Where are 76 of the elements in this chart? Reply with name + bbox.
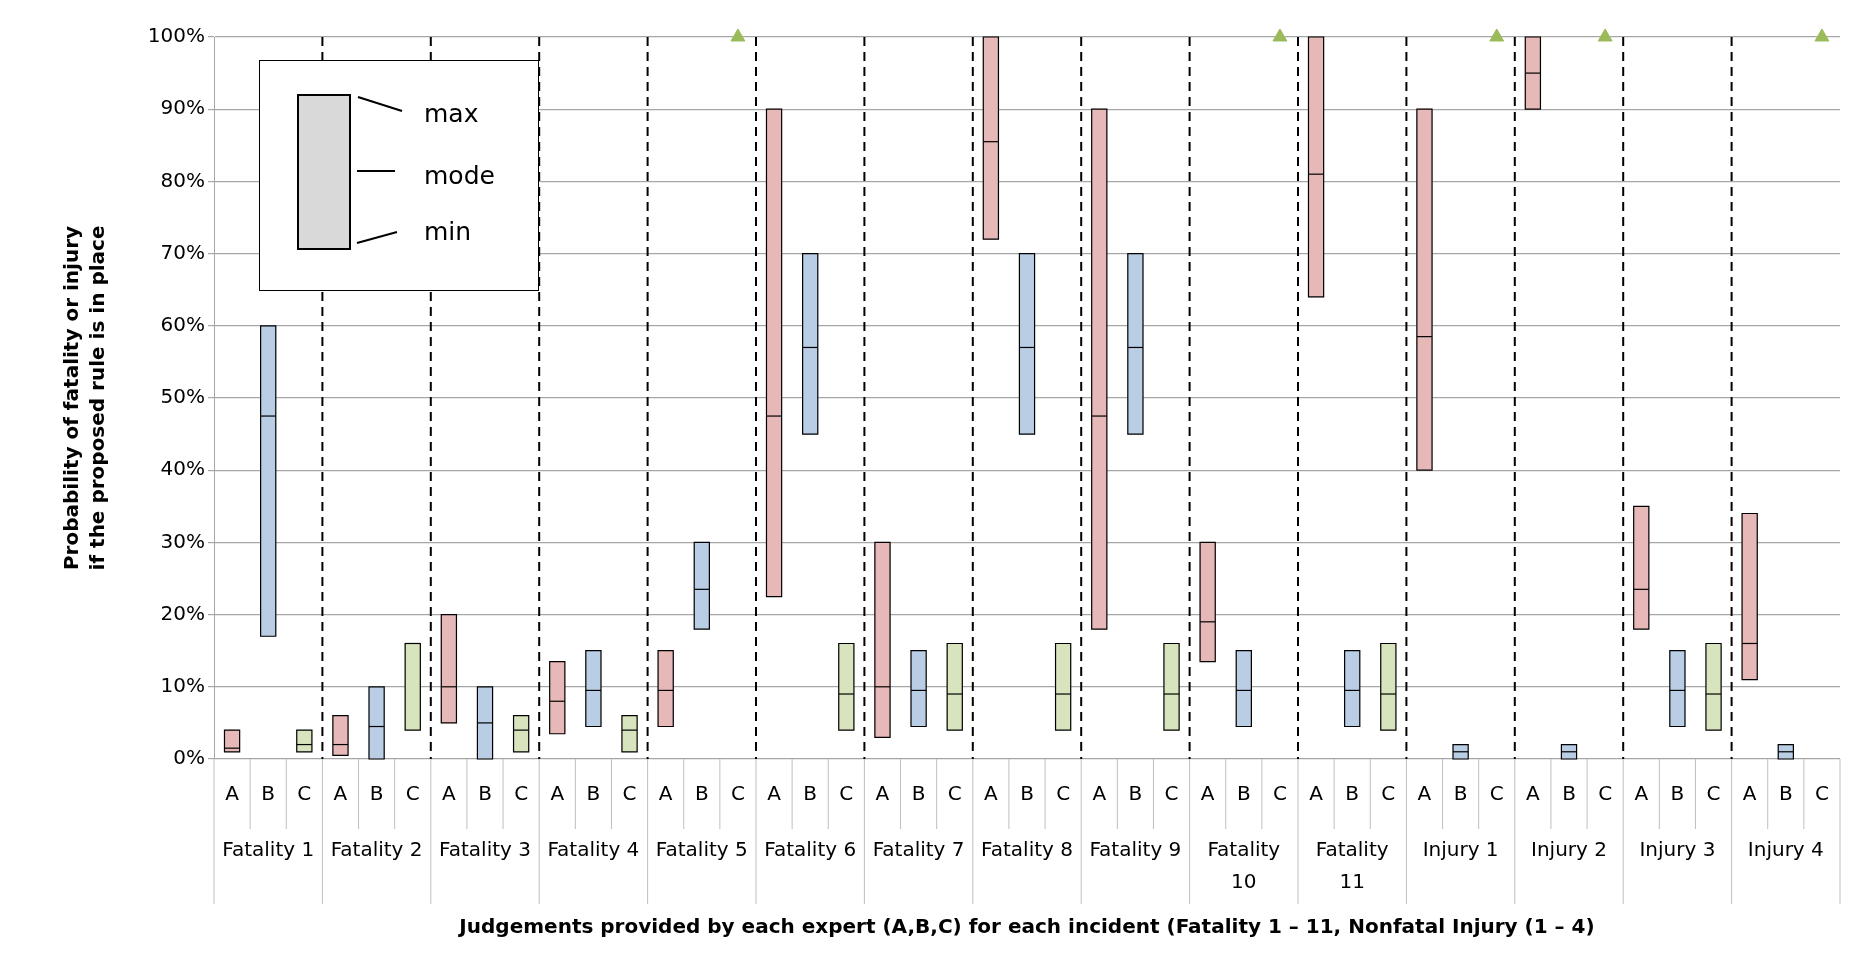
text: C bbox=[405, 781, 420, 806]
text: A bbox=[1200, 781, 1215, 806]
x-tick-label: Fatality 5 bbox=[655, 837, 748, 862]
text: A bbox=[767, 781, 781, 806]
text: C bbox=[1056, 781, 1071, 806]
annotation: max bbox=[424, 99, 479, 128]
text: B bbox=[586, 781, 601, 806]
text: B bbox=[1128, 781, 1143, 806]
text: C bbox=[947, 781, 962, 806]
text: A bbox=[1526, 781, 1540, 806]
y-tick-label: 40% bbox=[160, 456, 205, 481]
y-tick-label: 10% bbox=[160, 673, 205, 697]
y-axis-title: Probability of fatality or injury if the proposed rule is in place bbox=[59, 225, 110, 571]
text: C bbox=[1164, 781, 1179, 806]
annotation: min bbox=[424, 217, 472, 246]
x-tick-label: Injury 2 bbox=[1531, 837, 1607, 862]
x-tick-label: Fatality 9 bbox=[1089, 837, 1182, 862]
text: A bbox=[658, 781, 673, 806]
x-tick-label: Injury 4 bbox=[1747, 837, 1824, 862]
text: C bbox=[1489, 781, 1504, 806]
text: A bbox=[1742, 781, 1757, 806]
text: B bbox=[1453, 781, 1468, 806]
text: A bbox=[1417, 781, 1432, 806]
y-tick-label: 90% bbox=[160, 95, 205, 120]
text: B bbox=[261, 781, 276, 806]
text: B bbox=[1778, 781, 1793, 806]
text: B bbox=[1345, 781, 1360, 806]
x-tick-label: Injury 1 bbox=[1422, 837, 1499, 862]
x-tick-label: Fatality 1 bbox=[222, 837, 315, 862]
text: A bbox=[1309, 781, 1323, 806]
text: C bbox=[622, 781, 637, 806]
text: A bbox=[442, 781, 456, 806]
x-tick-label: Fatality 7 bbox=[872, 837, 965, 862]
y-tick-label: 30% bbox=[160, 528, 205, 553]
text: B bbox=[911, 781, 926, 806]
y-tick-label: 50% bbox=[160, 384, 205, 409]
series-label: B bbox=[369, 781, 384, 806]
x-tick-label: Fatality 6 bbox=[764, 837, 857, 862]
text: C bbox=[1381, 781, 1396, 806]
text: A bbox=[1634, 781, 1649, 806]
text: B bbox=[803, 781, 818, 806]
text: B bbox=[1236, 781, 1251, 806]
x-tick-label: Fatality 10 bbox=[1207, 837, 1281, 894]
text: A bbox=[550, 781, 565, 806]
text: C bbox=[1814, 781, 1829, 806]
x-tick-label: Fatality 2 bbox=[330, 837, 423, 862]
x-tick-label: Fatality 4 bbox=[547, 837, 640, 862]
text: A bbox=[1092, 781, 1107, 806]
series-label: C bbox=[297, 781, 312, 806]
y-tick-label: 100% bbox=[147, 23, 205, 48]
x-tick-label: Fatality 11 bbox=[1315, 837, 1389, 894]
text: C bbox=[1272, 781, 1287, 806]
y-tick-label: 20% bbox=[160, 600, 205, 625]
x-tick-label: Fatality 8 bbox=[981, 837, 1073, 862]
text: A bbox=[225, 781, 239, 806]
y-tick-label: 80% bbox=[160, 167, 205, 192]
text: B bbox=[1020, 781, 1034, 806]
text: C bbox=[514, 781, 529, 806]
text: A bbox=[984, 781, 998, 806]
text: C bbox=[1706, 781, 1721, 806]
text: C bbox=[839, 781, 854, 806]
text: C bbox=[1598, 781, 1613, 806]
text: B bbox=[478, 781, 492, 806]
text: A bbox=[875, 781, 890, 806]
y-tick-label: 0% bbox=[173, 745, 205, 770]
y-tick-label: 70% bbox=[160, 239, 205, 264]
series-label: A bbox=[333, 781, 348, 806]
text: B bbox=[1562, 781, 1576, 806]
x-tick-label: Injury 3 bbox=[1639, 837, 1716, 862]
annotation: mode bbox=[424, 161, 495, 190]
x-tick-label: Fatality 3 bbox=[439, 837, 531, 862]
text: B bbox=[1670, 781, 1685, 806]
text: C bbox=[730, 781, 745, 806]
y-tick-label: 60% bbox=[160, 312, 205, 336]
x-axis-title: Judgements provided by each expert (A,B,C) for each incident (Fatality 1 – 11, Nonfatal Injury (1 – 4) bbox=[457, 914, 1595, 939]
text: B bbox=[694, 781, 709, 806]
